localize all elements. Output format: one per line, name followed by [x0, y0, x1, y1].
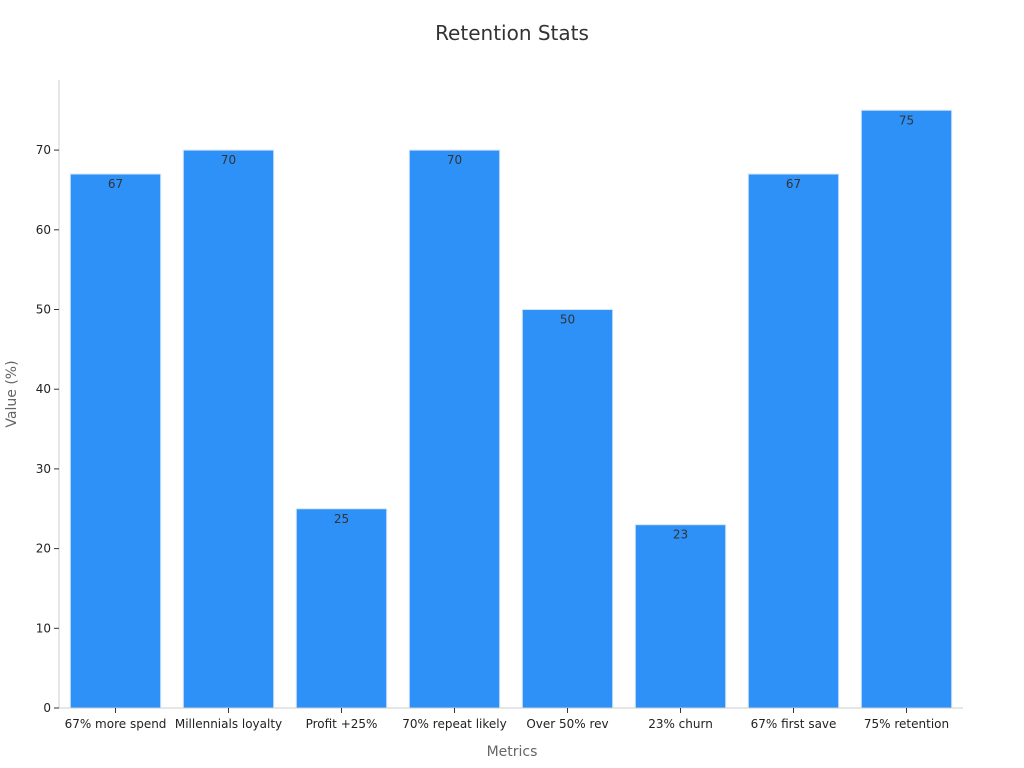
bar-value-label: 23 [673, 528, 688, 542]
bar-value-label: 70 [221, 153, 236, 167]
x-axis-title: Metrics [487, 744, 538, 760]
y-tick-label: 10 [36, 621, 51, 635]
y-tick-label: 0 [43, 701, 51, 715]
x-tick-label: Over 50% rev [526, 717, 608, 731]
bar-value-label: 67 [786, 177, 801, 191]
x-tick-label: Profit +25% [306, 717, 378, 731]
bar [521, 309, 614, 709]
bar-value-label: 75 [899, 113, 914, 127]
x-tick-label: 75% retention [864, 717, 949, 731]
x-tick-label: Millennials loyalty [175, 717, 282, 731]
bar [295, 508, 388, 709]
y-tick-label: 50 [36, 303, 51, 317]
y-tick-label: 30 [36, 462, 51, 476]
y-axis-title: Value (%) [4, 360, 20, 427]
chart-title: Retention Stats [435, 21, 589, 45]
bar [634, 524, 727, 709]
bar [408, 149, 501, 709]
bar-value-label: 25 [334, 512, 349, 526]
plot-area: 67 70 25 70 50 23 67 75 [69, 109, 953, 709]
x-tick-label: 67% more spend [65, 717, 167, 731]
bar-value-label: 67 [108, 177, 123, 191]
bar [69, 173, 162, 709]
bar [860, 109, 953, 709]
y-tick-label: 60 [36, 223, 51, 237]
bar-value-label: 70 [447, 153, 462, 167]
x-tick-label: 23% churn [648, 717, 713, 731]
y-tick-label: 20 [36, 542, 51, 556]
y-tick-label: 70 [36, 143, 51, 157]
bar [182, 149, 275, 709]
bar [747, 173, 840, 709]
x-tick-label: 67% first save [751, 717, 837, 731]
y-tick-label: 40 [36, 382, 51, 396]
x-tick-label: 70% repeat likely [402, 717, 506, 731]
bar-value-label: 50 [560, 313, 575, 327]
